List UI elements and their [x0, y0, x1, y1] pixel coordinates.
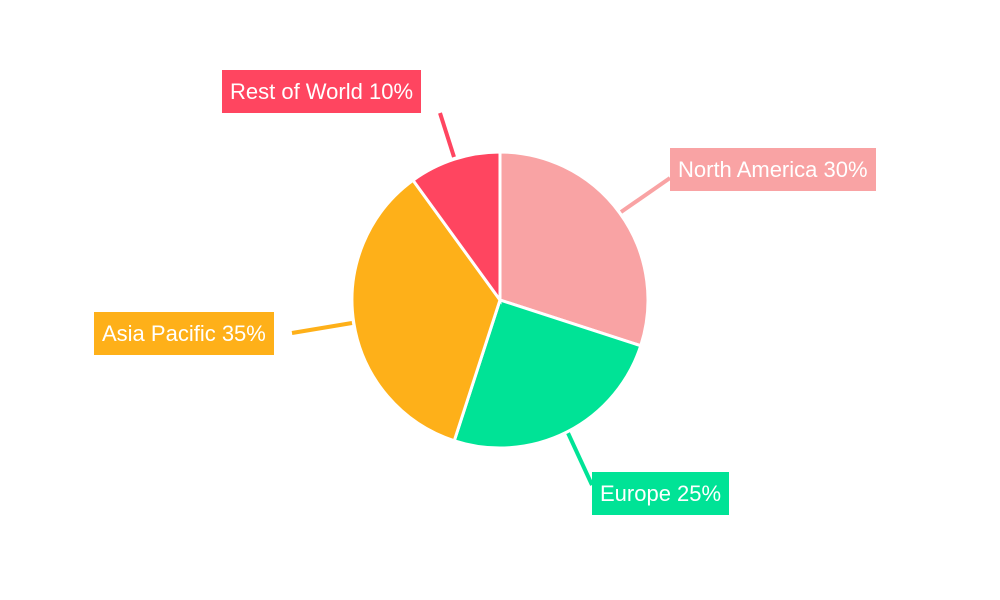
leader-line-north-america [619, 176, 672, 214]
pie-slice-rest-of-world[interactable] [410, 150, 502, 305]
pie-slice-europe[interactable] [452, 298, 643, 450]
leader-line-asia-pacific [291, 321, 353, 335]
data-label-rest-of-world: Rest of World 10% [222, 70, 422, 113]
data-label-asia-pacific: Asia Pacific 35% [94, 312, 274, 355]
pie-slice-north-america[interactable] [498, 150, 650, 348]
leader-line-europe [566, 432, 594, 486]
leader-line-rest-of-world [438, 112, 456, 158]
data-label-europe: Europe 25% [592, 472, 730, 515]
pie-slice-asia-pacific[interactable] [350, 178, 502, 443]
data-label-north-america: North America 30% [670, 148, 876, 191]
